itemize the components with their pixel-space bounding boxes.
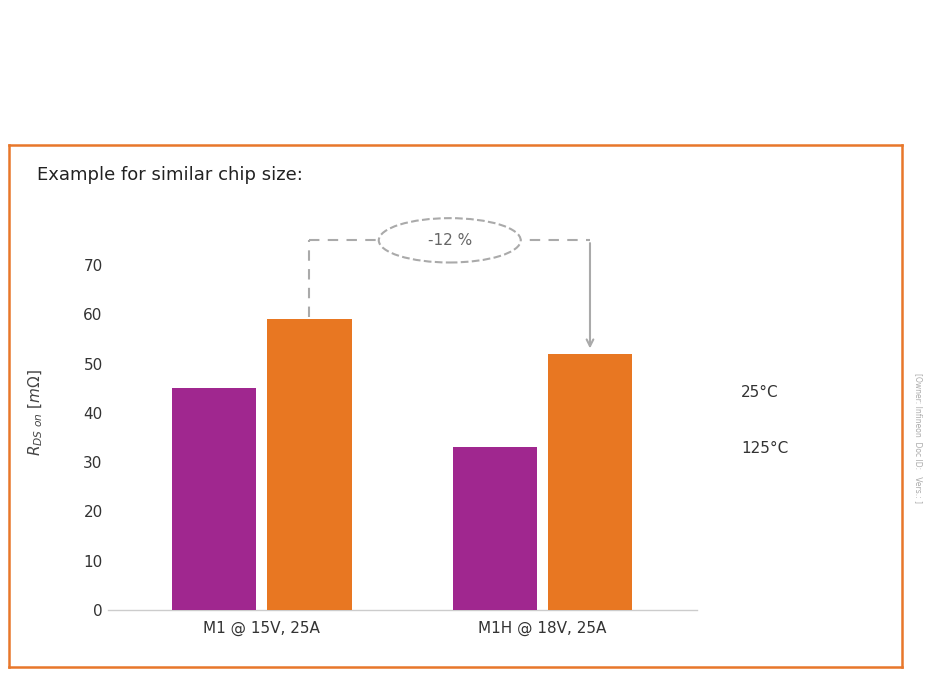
Text: 25°C: 25°C bbox=[741, 386, 779, 400]
Bar bbox=[267, 319, 352, 610]
Text: temperatures: temperatures bbox=[403, 115, 532, 134]
Text: ~12% better at same chip size and application relevant: ~12% better at same chip size and applic… bbox=[206, 76, 729, 95]
Text: [Owner: Infineon  Doc ID:   Vers.: ]: [Owner: Infineon Doc ID: Vers.: ] bbox=[913, 373, 923, 503]
Bar bbox=[172, 388, 256, 610]
Bar bbox=[548, 354, 632, 610]
Text: 125°C: 125°C bbox=[741, 441, 788, 456]
Text: $\bf{R}_{DS\ on}$$\bf{\ improvement}$: $\bf{R}_{DS\ on}$$\bf{\ improvement}$ bbox=[292, 21, 643, 56]
Text: Example for similar chip size:: Example for similar chip size: bbox=[37, 166, 303, 184]
Ellipse shape bbox=[379, 218, 521, 262]
Text: $R_{DS\ on}\ [m\Omega]$: $R_{DS\ on}\ [m\Omega]$ bbox=[26, 369, 45, 456]
Text: -12 %: -12 % bbox=[427, 233, 472, 248]
Bar bbox=[453, 448, 537, 610]
